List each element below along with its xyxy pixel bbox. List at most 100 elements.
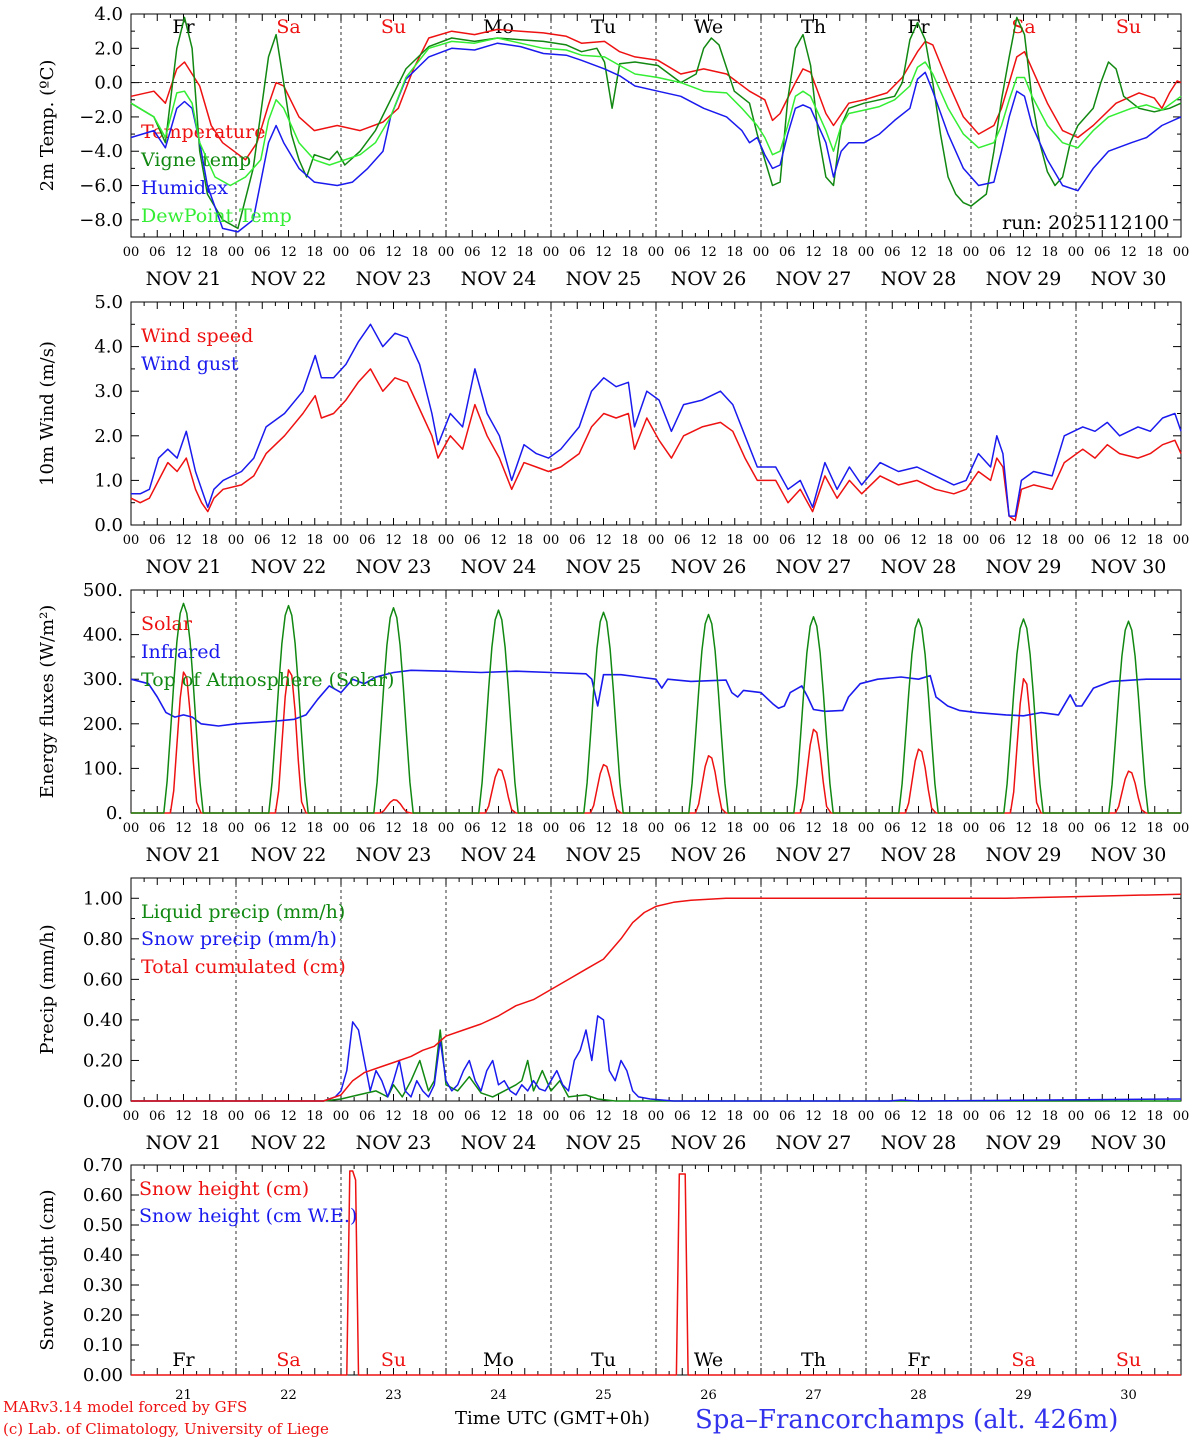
x-tick-label: 00 [648,1109,665,1124]
y-tick-label: 0. [106,803,123,824]
date-label: NOV 24 [461,1132,537,1154]
date-label: NOV 22 [251,844,327,866]
x-tick-label: 12 [595,533,612,548]
day-number-label: 26 [700,1388,717,1403]
legend-entry: Liquid precip (mm/h) [141,901,345,923]
x-tick-label: 00 [438,533,455,548]
x-tick-label: 06 [884,533,901,548]
x-tick-label: 06 [779,245,796,260]
y-tick-label: 0.00 [83,1365,123,1386]
weekday-label: Sa [1011,1349,1035,1371]
x-tick-label: 06 [254,533,271,548]
date-label: NOV 29 [986,268,1062,290]
x-tick-label: 00 [228,533,245,548]
date-label: NOV 26 [671,1132,747,1154]
x-tick-label: 18 [621,1109,638,1124]
y-tick-label: 0.60 [83,1185,123,1206]
x-tick-label: 18 [201,533,218,548]
x-tick-label: 18 [411,245,428,260]
x-tick-label: 06 [359,821,376,836]
x-tick-label: 12 [805,533,822,548]
panel-snow: 0.70 0.60 0.50 0.40 0.30 0.20 0.10 0.00 Snow hei… [37,1155,1182,1403]
x-tick-label: 00 [543,533,560,548]
y-tick-label: −4.0 [79,141,123,162]
x-tick-label: 00 [963,533,980,548]
legend-entry: Snow height (cm) [139,1178,309,1200]
series-line [130,37,1182,187]
x-tick-label: 12 [490,245,507,260]
x-tick-label: 18 [516,1109,533,1124]
y-tick-label: 0.0 [94,515,123,536]
x-tick-label: 06 [989,1109,1006,1124]
y-tick-label: 0.00 [83,1091,123,1112]
x-tick-label: 12 [175,245,192,260]
legend-entry: Snow precip (mm/h) [141,928,337,950]
x-tick-label: 12 [910,245,927,260]
x-tick-label: 06 [464,533,481,548]
x-tick-label: 12 [805,245,822,260]
legend-entry: Humidex [141,177,228,199]
x-tick-label: 18 [621,245,638,260]
y-tick-label: 1.00 [83,888,123,909]
legend-entry: Snow height (cm W.E.) [139,1205,357,1227]
x-tick-label: 12 [280,533,297,548]
series-line [131,323,1182,517]
x-tick-label: 00 [753,821,770,836]
x-tick-label: 18 [411,821,428,836]
date-label: NOV 24 [461,844,537,866]
x-tick-label: 12 [1120,245,1137,260]
x-tick-label: 18 [726,821,743,836]
x-tick-label: 06 [1094,245,1111,260]
x-tick-label: 00 [858,245,875,260]
x-tick-label: 00 [648,821,665,836]
x-tick-label: 00 [858,1109,875,1124]
date-label: NOV 30 [1091,1132,1167,1154]
date-label: NOV 27 [776,268,852,290]
x-tick-label: 06 [884,821,901,836]
y-tick-label: 4.0 [94,337,123,358]
x-tick-label: 00 [438,821,455,836]
x-tick-label: 06 [779,533,796,548]
series-line [131,1170,1181,1376]
x-tick-label: 00 [333,1109,350,1124]
weekday-label: Su [1116,16,1141,38]
x-tick-label: 00 [228,1109,245,1124]
x-tick-label: 00 [333,533,350,548]
y-axis-label: Snow height (cm) [37,1189,58,1350]
x-tick-label: 00 [753,533,770,548]
x-tick-label: 12 [385,533,402,548]
x-tick-label: 18 [936,1109,953,1124]
x-tick-label: 18 [1146,821,1163,836]
plot-frame [130,301,1182,526]
x-tick-label: 18 [936,821,953,836]
day-number-label: 25 [595,1388,612,1403]
weekday-label: Su [1116,1349,1141,1371]
x-tick-label: 18 [1146,533,1163,548]
legend-entry: Infrared [141,641,221,663]
date-label: NOV 28 [881,268,957,290]
x-tick-label: 06 [149,533,166,548]
panel-precip: 1.00 0.80 0.60 0.40 0.20 0.00 Precip (mm/h) 00 0… [37,877,1189,1154]
y-tick-label: 2.0 [94,38,123,59]
x-tick-label: 00 [753,1109,770,1124]
x-tick-label: 18 [831,821,848,836]
legend-entry: Wind gust [141,353,239,375]
series-line [130,368,1182,522]
x-tick-label: 06 [464,1109,481,1124]
footer-model-credit: MARv3.14 model forced by GFS [3,1398,247,1416]
weekday-label: Fr [907,1349,930,1371]
x-tick-label: 06 [1094,1109,1111,1124]
x-tick-label: 18 [1146,245,1163,260]
x-tick-label: 12 [805,1109,822,1124]
meteogram-panels: 4.0 2.0 0.0 −2.0 −4.0 −6.0 −8.0 2m Temp. (ºC) 00… [37,4,1189,1403]
x-tick-label: 06 [884,245,901,260]
x-tick-label: 18 [1041,1109,1058,1124]
date-label: NOV 27 [776,844,852,866]
x-tick-label: 12 [490,821,507,836]
weekday-label: Su [381,1349,406,1371]
date-label: NOV 29 [986,556,1062,578]
date-label: NOV 25 [566,1132,642,1154]
date-label: NOV 23 [356,556,432,578]
footer-time-label: Time UTC (GMT+0h) [455,1408,650,1429]
